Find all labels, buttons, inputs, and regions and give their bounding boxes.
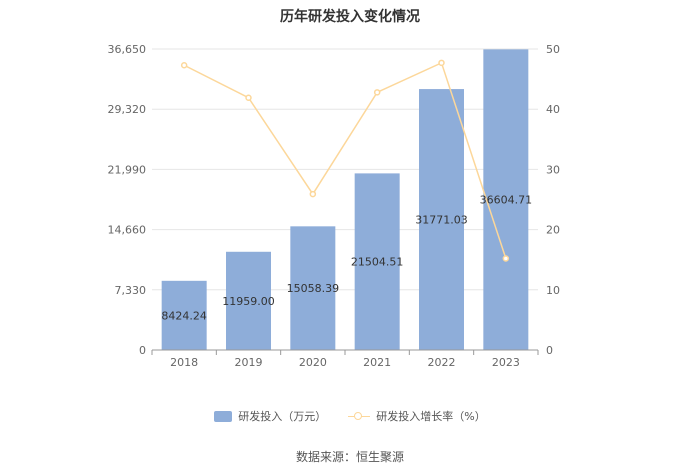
x-tick-label: 2020 — [299, 356, 327, 369]
y-right-tick-label: 30 — [546, 163, 560, 176]
bar-value-label: 36604.71 — [480, 194, 533, 207]
axes: 0 7,330 14,660 21,990 29,320 36,650 0 10 20 30 40 5… — [108, 43, 561, 369]
line-point[interactable] — [309, 190, 317, 198]
grid-lines — [152, 48, 538, 291]
bar-value-label: 15058.39 — [287, 282, 340, 295]
y-right-tick-label: 20 — [546, 224, 560, 237]
y-right-tick-label: 0 — [546, 344, 553, 357]
data-source: 数据来源：恒生聚源 — [295, 450, 404, 464]
legend-line-label: 研发投入增长率（%） — [376, 410, 486, 423]
y-right-tick-label: 40 — [546, 103, 560, 116]
bar-value-label: 21504.51 — [351, 256, 404, 269]
bar[interactable] — [419, 89, 464, 350]
line-point[interactable] — [373, 89, 381, 96]
legend-item-line[interactable]: 研发投入增长率（%） — [348, 408, 486, 424]
line-point[interactable] — [245, 94, 252, 102]
line-point[interactable] — [438, 59, 445, 67]
y-left-tick-label: 7,330 — [115, 284, 147, 297]
y-left-tick-label: 29,320 — [108, 103, 147, 116]
bar[interactable] — [226, 251, 271, 350]
x-tick-label: 2021 — [363, 356, 391, 369]
legend-bar-swatch — [214, 410, 233, 422]
y-left-tick-label: 21,990 — [108, 163, 147, 176]
legend-line-swatch — [348, 411, 371, 422]
x-tick-label: 2018 — [170, 356, 198, 369]
line-series — [180, 59, 510, 262]
y-right-tick-label: 10 — [546, 284, 560, 297]
bar-series — [161, 49, 529, 351]
y-left-tick-label: 14,660 — [108, 224, 147, 237]
y-left-tick-label: 0 — [139, 344, 146, 357]
legend-item-bar[interactable]: 研发投入（万元） — [214, 408, 326, 424]
y-right-tick-label: 50 — [546, 43, 560, 56]
bar-value-label: 11959.00 — [222, 295, 275, 308]
x-tick-label: 2019 — [235, 356, 263, 369]
growth-rate-line — [183, 61, 507, 259]
bar-value-label: 8424.24 — [161, 309, 207, 322]
bar[interactable] — [354, 173, 400, 350]
y-left-tick-label: 36,650 — [108, 43, 147, 56]
x-tick-label: 2022 — [428, 356, 456, 369]
line-point[interactable] — [180, 62, 188, 69]
bar-data-labels: 8424.24 11959.00 15058.39 21504.51 31771.03 3… — [161, 194, 532, 323]
bar[interactable] — [161, 280, 207, 350]
line-point[interactable] — [502, 255, 510, 262]
legend: 研发投入（万元） 研发投入增长率（%） — [0, 408, 700, 424]
bar[interactable] — [290, 226, 336, 350]
x-tick-label: 2023 — [492, 356, 520, 369]
bar[interactable] — [483, 49, 529, 351]
bar-value-label: 31771.03 — [415, 214, 468, 227]
legend-bar-label: 研发投入（万元） — [238, 410, 327, 423]
chart-title: 历年研发投入变化情况 — [280, 9, 420, 25]
